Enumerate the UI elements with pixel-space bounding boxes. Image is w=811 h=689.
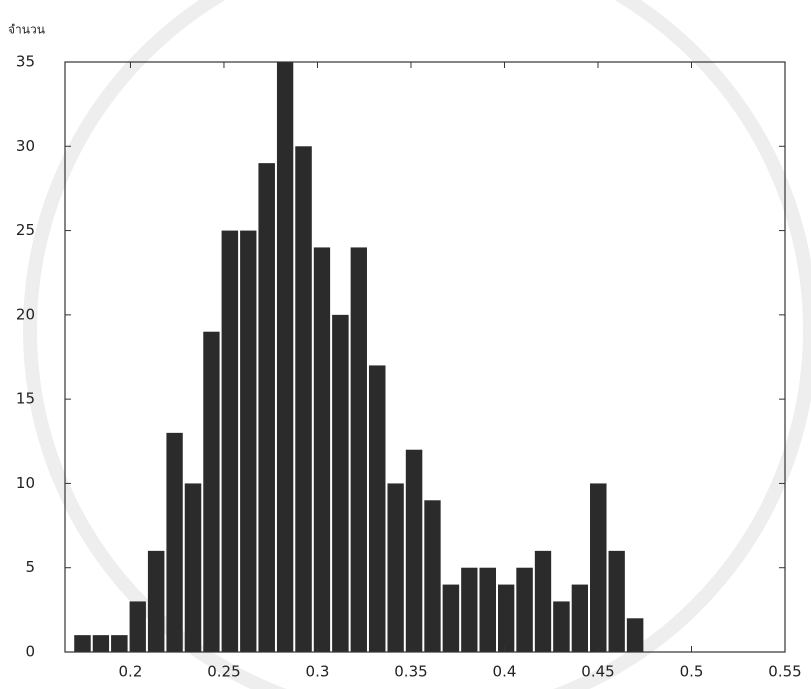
bar <box>203 332 219 652</box>
bar <box>498 585 514 652</box>
x-tick-label: 0.4 <box>493 663 517 681</box>
y-tick-label: 0 <box>25 643 35 661</box>
bar <box>553 601 570 652</box>
bar <box>351 247 367 652</box>
y-tick-label: 5 <box>25 558 35 576</box>
bar <box>240 231 256 652</box>
chart: จำนวน 0 5 10 15 20 25 30 35 0.2 0.25 0.3 0.35 0.4 0.4… <box>0 0 811 689</box>
bar <box>295 146 312 652</box>
x-tick-label: 0.35 <box>394 663 427 681</box>
x-tick-label: 0.55 <box>768 663 801 681</box>
x-tick-label: 0.3 <box>306 663 330 681</box>
bar <box>406 450 423 652</box>
bar <box>93 635 109 652</box>
bar <box>627 618 644 652</box>
bar <box>314 247 330 652</box>
y-tick-label: 15 <box>16 390 35 408</box>
bar <box>609 551 625 652</box>
bar <box>130 601 146 652</box>
bar <box>185 483 202 652</box>
bar <box>166 433 182 652</box>
y-axis-label: จำนวน <box>8 23 45 37</box>
y-tick-label: 20 <box>16 305 35 323</box>
x-tick-label: 0.25 <box>207 663 240 681</box>
x-tick-label: 0.2 <box>119 663 143 681</box>
page: จำนวน 0 5 10 15 20 25 30 35 0.2 0.25 0.3 0.35 0.4 0.4… <box>0 0 811 689</box>
bar <box>424 500 440 652</box>
bar <box>461 568 477 652</box>
bar <box>222 231 239 652</box>
y-tick-label: 25 <box>16 221 35 239</box>
bar <box>443 585 460 652</box>
bar <box>258 163 275 652</box>
x-tick-label: 0.5 <box>680 663 704 681</box>
bar <box>516 568 533 652</box>
bar <box>387 483 403 652</box>
bar <box>479 568 496 652</box>
bar <box>572 585 588 652</box>
bar <box>332 315 349 652</box>
bar <box>74 635 91 652</box>
bar <box>535 551 551 652</box>
y-tick-label: 30 <box>16 137 35 155</box>
y-tick-label: 35 <box>16 53 35 71</box>
bar <box>111 635 128 652</box>
bar <box>590 483 607 652</box>
bar <box>148 551 165 652</box>
bar <box>369 365 386 652</box>
bar <box>277 62 293 652</box>
x-tick-label: 0.45 <box>581 663 614 681</box>
y-tick-label: 10 <box>16 474 35 492</box>
